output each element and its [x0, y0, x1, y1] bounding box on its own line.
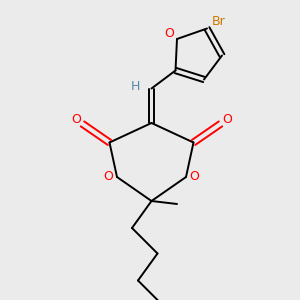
Text: O: O: [222, 113, 232, 126]
Text: O: O: [165, 27, 174, 40]
Text: H: H: [130, 80, 140, 94]
Text: O: O: [104, 170, 113, 184]
Text: Br: Br: [212, 15, 225, 28]
Text: O: O: [190, 170, 199, 184]
Text: O: O: [71, 113, 81, 126]
